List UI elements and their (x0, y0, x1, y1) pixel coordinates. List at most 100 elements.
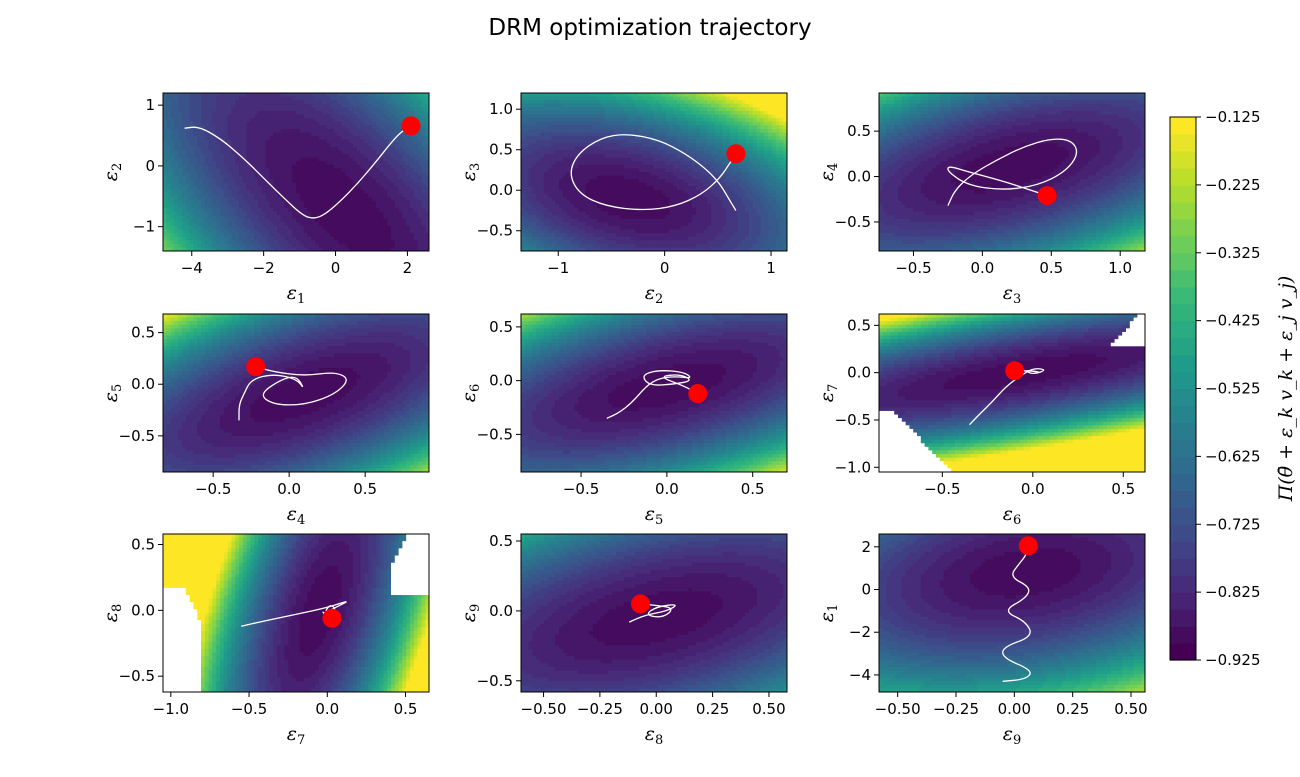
y-tick-label: 0.5 (489, 532, 513, 550)
final-point-marker (401, 116, 421, 136)
colorbar-band (1170, 592, 1196, 610)
x-tick-label: 0.0 (655, 480, 679, 498)
colorbar-band (1170, 133, 1196, 152)
colorbar-band (1170, 388, 1196, 407)
subplot-4: −0.5 0.0 0.5 −0.5 0.0 0.5 ε4 ε5 (100, 313, 430, 528)
y-tick-label: 0 (145, 157, 155, 175)
subplot-6: −0.5 0.0 0.5 −1.0 −0.5 0.0 0.5 ε6 ε7 (816, 313, 1146, 528)
x-tick-label: 1.0 (1108, 259, 1132, 277)
y-tick-label: 0.0 (489, 372, 513, 390)
colorbar-band (1170, 184, 1196, 203)
x-tick-label: 0.0 (970, 259, 994, 277)
x-tick-label: 0.00 (998, 700, 1031, 718)
y-tick-label: 0.0 (489, 602, 513, 620)
subplot-8: −0.50 −0.25 0.00 0.25 0.50 −0.5 0.0 0.5 ε8 ε9 (458, 532, 788, 748)
colorbar-band (1170, 167, 1196, 186)
y-axis-label: ε4 (816, 163, 841, 181)
x-tick-label: 0.0 (315, 700, 339, 718)
y-tick-label: −0.5 (835, 411, 871, 429)
x-tick-label: 0.50 (752, 700, 785, 718)
colorbar-band (1170, 524, 1196, 542)
colorbar-band (1170, 507, 1196, 525)
y-tick-label: 0.5 (489, 141, 513, 159)
y-tick-label: 0.0 (847, 168, 871, 186)
y-tick-label: 0 (861, 581, 871, 599)
x-tick-label: −0.5 (195, 480, 231, 498)
colorbar-band (1170, 473, 1196, 491)
contour-field (163, 314, 429, 472)
colorbar-band (1170, 337, 1196, 356)
y-axis-label: ε7 (816, 384, 841, 402)
colorbar-band (1170, 405, 1196, 424)
final-point-marker (726, 144, 746, 164)
y-tick-label: −2 (849, 623, 871, 641)
colorbar-band (1170, 201, 1196, 220)
x-tick-label: −0.50 (875, 700, 921, 718)
x-tick-label: −0.5 (231, 700, 267, 718)
axes-frame (162, 92, 430, 252)
trajectory-line (570, 134, 737, 211)
x-tick-label: −0.5 (924, 480, 960, 498)
colorbar-band (1170, 320, 1196, 339)
final-point-marker (1018, 536, 1038, 556)
colorbar-band (1170, 643, 1196, 661)
subplot-9: −0.50 −0.25 0.00 0.25 0.50 −4 −2 0 2 ε9 ε1 (816, 533, 1148, 748)
x-tick-label: 0.50 (1114, 700, 1147, 718)
colorbar-band (1170, 354, 1196, 373)
y-tick-label: 0.5 (847, 122, 871, 140)
y-tick-label: −0.5 (477, 672, 513, 690)
y-tick-label: −0.5 (477, 222, 513, 240)
subplot-2: −1 0 1 −0.5 0.0 0.5 1.0 ε2 ε3 (458, 92, 788, 307)
colorbar-tick-label: −0.125 (1205, 108, 1261, 126)
x-axis-label: ε7 (287, 723, 305, 748)
axes-frame (162, 533, 430, 693)
chart-title: DRM optimization trajectory (488, 15, 811, 41)
x-tick-label: −1 (547, 259, 569, 277)
subplot-7: −1.0 −0.5 0.0 0.5 −0.5 0.0 0.5 ε7 ε8 (100, 533, 430, 748)
subplot-5: −0.5 0.0 0.5 −0.5 0.0 0.5 ε5 ε6 (458, 313, 788, 528)
x-axis-label: ε8 (645, 723, 663, 748)
trajectory-line (238, 366, 347, 421)
colorbar-label: Π(θ̄ + ε_k v_k + ε_j v_j) (1275, 276, 1297, 503)
colorbar-tick-label: −0.925 (1205, 651, 1261, 669)
y-axis-label: ε2 (100, 163, 125, 181)
axes-frame (878, 92, 1146, 252)
x-tick-label: 2 (403, 259, 413, 277)
y-tick-label: 0.5 (847, 316, 871, 334)
axes-frame (520, 92, 788, 252)
final-point-marker (246, 357, 266, 377)
colorbar-band (1170, 439, 1196, 457)
y-axis-label: ε6 (458, 384, 483, 402)
final-point-marker (322, 608, 342, 628)
x-tick-label: 0 (660, 259, 670, 277)
colorbar-band (1170, 269, 1196, 288)
x-tick-label: −1.0 (153, 700, 189, 718)
colorbar-band (1170, 575, 1196, 593)
y-axis-label: ε5 (100, 384, 125, 402)
axes-frame (162, 313, 430, 473)
x-tick-label: −0.5 (895, 259, 931, 277)
colorbar-tick-label: −0.225 (1205, 176, 1261, 194)
x-tick-label: 0.5 (394, 700, 418, 718)
colorbar: −0.125 −0.225 −0.325 −0.425 −0.525 −0.625 −0.7… (1169, 108, 1297, 669)
x-tick-label: 0.5 (1111, 480, 1135, 498)
colorbar-band (1170, 117, 1196, 135)
x-tick-label: 0.5 (353, 480, 377, 498)
contour-field (521, 93, 787, 251)
colorbar-band (1170, 422, 1196, 441)
y-tick-label: −0.5 (835, 213, 871, 231)
x-tick-label: 0.5 (741, 480, 765, 498)
colorbar-band (1170, 303, 1196, 322)
colorbar-band (1170, 235, 1196, 254)
y-tick-label: −1.0 (835, 458, 871, 476)
contour-field (163, 93, 429, 251)
y-tick-label: 0.0 (131, 601, 155, 619)
y-tick-label: −4 (849, 666, 871, 684)
colorbar-band (1170, 609, 1196, 627)
contour-field (521, 314, 787, 472)
subplot-1: −4 −2 0 2 −1 0 1 ε1 ε2 (100, 92, 430, 307)
colorbar-band (1170, 371, 1196, 390)
y-axis-label: ε3 (458, 163, 483, 181)
contour-field (879, 93, 1145, 251)
x-tick-label: 0.0 (1021, 480, 1045, 498)
